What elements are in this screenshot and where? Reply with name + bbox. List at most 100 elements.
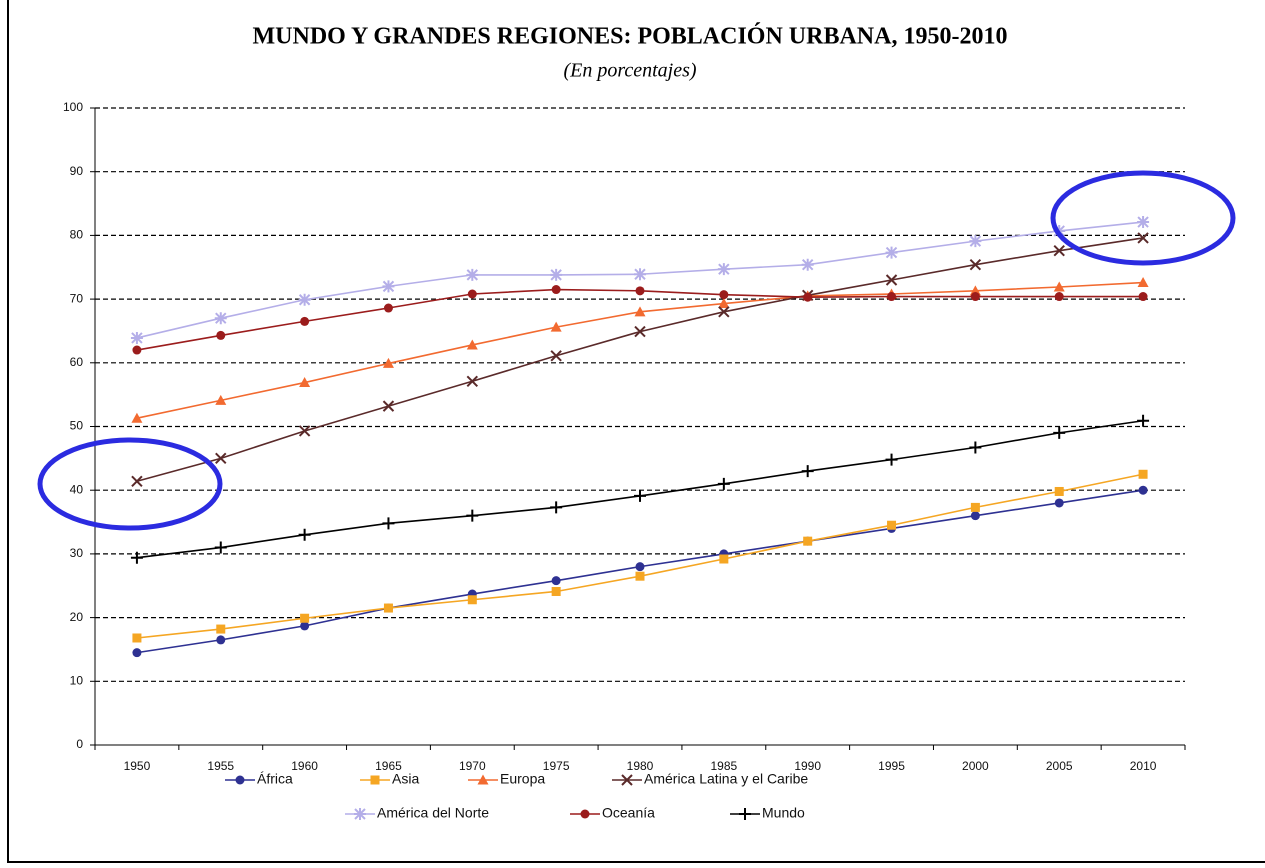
marker xyxy=(551,586,561,596)
marker xyxy=(885,246,898,259)
marker xyxy=(970,292,980,302)
marker xyxy=(215,394,227,405)
marker xyxy=(132,345,142,355)
marker xyxy=(634,306,646,317)
marker xyxy=(1053,426,1066,439)
marker xyxy=(216,330,226,340)
marker xyxy=(466,375,479,387)
marker xyxy=(131,475,143,487)
marker xyxy=(635,562,645,572)
marker xyxy=(215,452,227,465)
marker xyxy=(550,350,562,362)
highlight-ellipse xyxy=(37,437,223,531)
marker xyxy=(298,293,311,306)
marker xyxy=(550,321,562,332)
marker xyxy=(1138,469,1148,479)
y-tick-label: 0 xyxy=(76,737,83,751)
marker xyxy=(887,292,897,302)
marker xyxy=(382,357,394,368)
marker xyxy=(216,635,226,645)
marker xyxy=(887,520,897,530)
marker xyxy=(130,551,143,564)
y-tick-label: 70 xyxy=(70,291,84,305)
chart-subtitle: (En porcentajes) xyxy=(563,60,696,82)
x-tick-label: 1985 xyxy=(710,759,737,773)
y-tick-label: 40 xyxy=(70,482,84,496)
x-tick-label: 1970 xyxy=(459,759,486,773)
marker xyxy=(1137,216,1150,229)
marker xyxy=(969,441,982,454)
marker xyxy=(1138,292,1148,302)
marker xyxy=(130,331,143,344)
marker xyxy=(635,571,645,581)
legend-label: Mundo xyxy=(762,805,805,821)
marker xyxy=(132,648,142,658)
marker xyxy=(634,325,646,338)
marker xyxy=(382,280,395,293)
marker xyxy=(969,235,982,248)
legend-item: América del Norte xyxy=(345,805,489,821)
chart-title: MUNDO Y GRANDES REGIONES: POBLACIÓN URBA… xyxy=(253,23,1008,50)
y-tick-label: 80 xyxy=(70,228,84,242)
series-line xyxy=(136,419,1144,559)
series-line xyxy=(136,489,1144,654)
marker xyxy=(1054,498,1064,508)
marker xyxy=(467,289,477,299)
marker xyxy=(1053,244,1065,257)
marker xyxy=(466,268,479,281)
legend-label: Europa xyxy=(500,771,545,787)
marker xyxy=(131,412,143,423)
marker xyxy=(635,286,645,296)
marker xyxy=(216,624,226,634)
x-tick-label: 1995 xyxy=(878,759,905,773)
legend-item: América Latina y el Caribe xyxy=(612,771,808,787)
marker xyxy=(1054,486,1064,496)
marker xyxy=(885,453,898,466)
legend-label: Oceanía xyxy=(602,805,655,821)
marker xyxy=(214,541,227,554)
marker xyxy=(383,303,393,313)
marker xyxy=(717,477,730,490)
marker xyxy=(235,775,245,785)
legend-item: Oceanía xyxy=(570,805,655,821)
marker xyxy=(1137,232,1149,244)
legend-item: Asia xyxy=(360,771,419,787)
legend-label: América del Norte xyxy=(377,805,489,821)
highlight-ellipse xyxy=(1050,170,1236,266)
marker xyxy=(969,258,982,271)
marker xyxy=(1138,485,1148,495)
x-tick-label: 2005 xyxy=(1046,759,1073,773)
y-tick-label: 10 xyxy=(70,673,84,687)
marker xyxy=(970,511,980,521)
marker xyxy=(1053,281,1065,292)
x-tick-label: 1980 xyxy=(627,759,654,773)
marker xyxy=(298,425,311,437)
marker xyxy=(467,595,477,605)
marker xyxy=(969,285,981,296)
marker xyxy=(580,809,590,819)
marker xyxy=(477,774,489,785)
legend-item: Mundo xyxy=(730,805,805,821)
marker xyxy=(803,292,813,302)
marker xyxy=(214,312,227,325)
marker xyxy=(1054,292,1064,302)
marker xyxy=(1137,277,1149,288)
x-tick-label: 1965 xyxy=(375,759,402,773)
marker xyxy=(370,775,380,785)
x-tick-label: 1975 xyxy=(543,759,570,773)
marker xyxy=(970,502,980,512)
y-tick-label: 60 xyxy=(70,355,84,369)
marker xyxy=(1137,414,1150,427)
marker xyxy=(550,501,563,514)
marker xyxy=(803,536,813,546)
marker xyxy=(739,808,751,820)
marker xyxy=(634,268,646,281)
marker xyxy=(551,576,561,586)
legend-label: África xyxy=(257,771,293,787)
x-tick-label: 1990 xyxy=(794,759,821,773)
y-tick-label: 50 xyxy=(70,419,84,433)
marker xyxy=(383,603,393,613)
y-tick-label: 100 xyxy=(63,100,83,114)
marker xyxy=(719,554,729,564)
marker xyxy=(382,400,395,412)
